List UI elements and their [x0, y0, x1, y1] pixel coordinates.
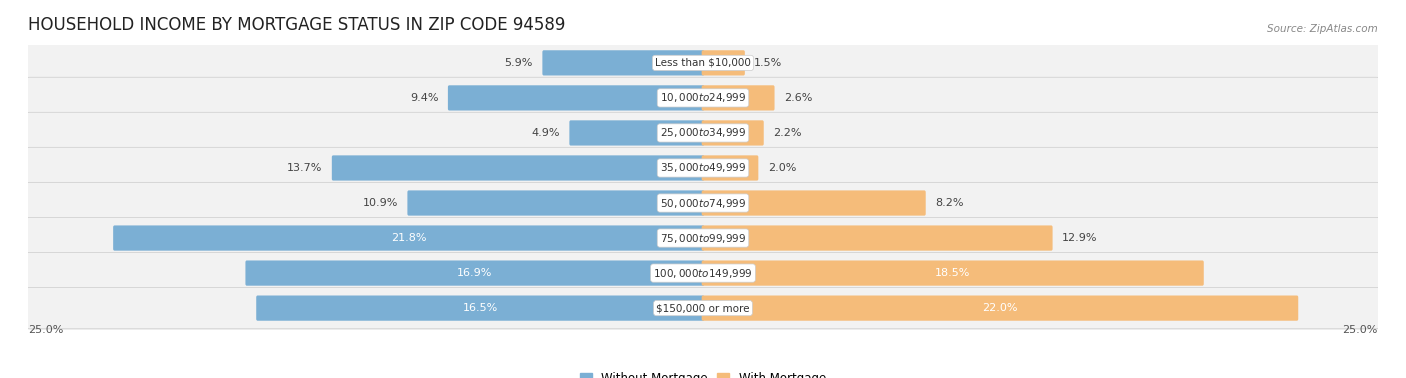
Text: 9.4%: 9.4% — [411, 93, 439, 103]
FancyBboxPatch shape — [702, 50, 745, 76]
Text: 22.0%: 22.0% — [983, 303, 1018, 313]
Text: 16.5%: 16.5% — [463, 303, 498, 313]
Text: 25.0%: 25.0% — [28, 325, 63, 335]
FancyBboxPatch shape — [25, 288, 1381, 330]
FancyBboxPatch shape — [25, 113, 1381, 154]
FancyBboxPatch shape — [543, 50, 704, 76]
Text: 5.9%: 5.9% — [505, 58, 533, 68]
FancyBboxPatch shape — [25, 112, 1381, 153]
FancyBboxPatch shape — [702, 120, 763, 146]
FancyBboxPatch shape — [702, 225, 1053, 251]
FancyBboxPatch shape — [25, 218, 1381, 259]
Text: $150,000 or more: $150,000 or more — [657, 303, 749, 313]
FancyBboxPatch shape — [25, 287, 1381, 329]
Legend: Without Mortgage, With Mortgage: Without Mortgage, With Mortgage — [575, 367, 831, 378]
Text: HOUSEHOLD INCOME BY MORTGAGE STATUS IN ZIP CODE 94589: HOUSEHOLD INCOME BY MORTGAGE STATUS IN Z… — [28, 16, 565, 34]
Text: 8.2%: 8.2% — [935, 198, 963, 208]
FancyBboxPatch shape — [25, 183, 1381, 225]
FancyBboxPatch shape — [25, 42, 1381, 84]
FancyBboxPatch shape — [25, 182, 1381, 224]
Text: 2.6%: 2.6% — [785, 93, 813, 103]
FancyBboxPatch shape — [25, 148, 1381, 189]
Text: 21.8%: 21.8% — [391, 233, 426, 243]
Text: 25.0%: 25.0% — [1343, 325, 1378, 335]
Text: $100,000 to $149,999: $100,000 to $149,999 — [654, 266, 752, 280]
FancyBboxPatch shape — [332, 155, 704, 181]
FancyBboxPatch shape — [702, 85, 775, 110]
FancyBboxPatch shape — [246, 260, 704, 286]
FancyBboxPatch shape — [25, 253, 1381, 294]
FancyBboxPatch shape — [25, 43, 1381, 84]
FancyBboxPatch shape — [112, 225, 704, 251]
Text: Less than $10,000: Less than $10,000 — [655, 58, 751, 68]
FancyBboxPatch shape — [25, 147, 1381, 189]
Text: 2.2%: 2.2% — [773, 128, 801, 138]
FancyBboxPatch shape — [449, 85, 704, 110]
FancyBboxPatch shape — [702, 191, 925, 215]
FancyBboxPatch shape — [25, 253, 1381, 294]
Text: $25,000 to $34,999: $25,000 to $34,999 — [659, 127, 747, 139]
FancyBboxPatch shape — [569, 120, 704, 146]
FancyBboxPatch shape — [702, 155, 758, 181]
Text: 12.9%: 12.9% — [1062, 233, 1098, 243]
Text: 4.9%: 4.9% — [531, 128, 560, 138]
FancyBboxPatch shape — [408, 191, 704, 215]
FancyBboxPatch shape — [256, 296, 704, 321]
Text: $50,000 to $74,999: $50,000 to $74,999 — [659, 197, 747, 209]
Text: 10.9%: 10.9% — [363, 198, 398, 208]
Text: 2.0%: 2.0% — [768, 163, 796, 173]
Text: Source: ZipAtlas.com: Source: ZipAtlas.com — [1267, 24, 1378, 34]
Text: $75,000 to $99,999: $75,000 to $99,999 — [659, 232, 747, 245]
Text: 16.9%: 16.9% — [457, 268, 492, 278]
FancyBboxPatch shape — [702, 296, 1298, 321]
Text: $10,000 to $24,999: $10,000 to $24,999 — [659, 91, 747, 104]
FancyBboxPatch shape — [25, 217, 1381, 259]
FancyBboxPatch shape — [25, 78, 1381, 119]
Text: 1.5%: 1.5% — [754, 58, 783, 68]
FancyBboxPatch shape — [25, 77, 1381, 119]
Text: 13.7%: 13.7% — [287, 163, 322, 173]
FancyBboxPatch shape — [702, 260, 1204, 286]
Text: $35,000 to $49,999: $35,000 to $49,999 — [659, 161, 747, 175]
Text: 18.5%: 18.5% — [935, 268, 970, 278]
